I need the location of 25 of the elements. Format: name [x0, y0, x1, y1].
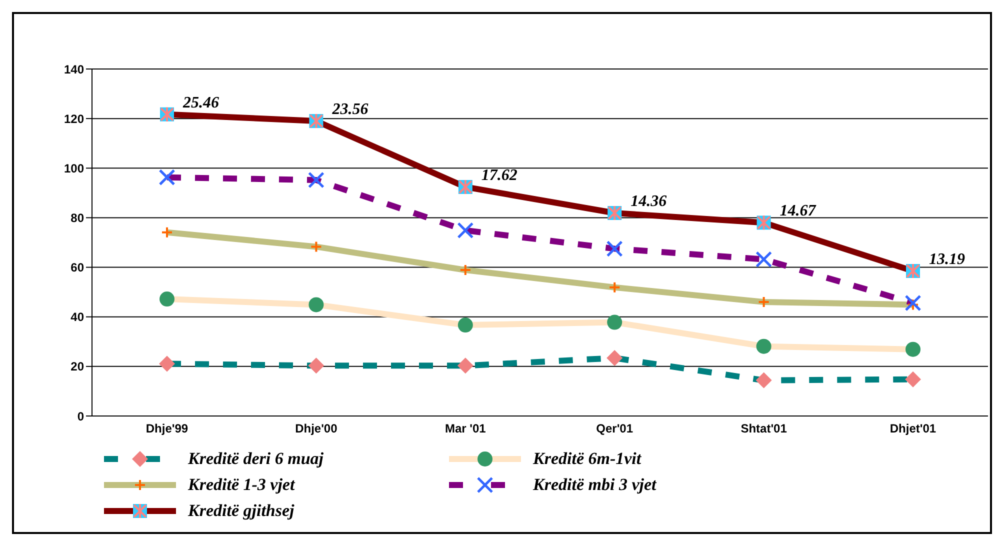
annotation: 14.36: [630, 193, 667, 210]
x-tick-label: Dhje'00: [295, 422, 338, 436]
y-tick-label: 120: [64, 112, 84, 126]
y-tick-label: 140: [64, 62, 84, 76]
legend-label: Kreditë 1-3 vjet: [188, 475, 295, 495]
y-tick-label: 0: [77, 409, 84, 424]
y-tick-label: 100: [64, 161, 84, 176]
x-tick-label: Qer'01: [596, 422, 634, 436]
legend-label: Kreditë gjithsej: [188, 501, 294, 521]
x-tick-label: Mar '01: [444, 422, 486, 436]
legend-label: Kreditë mbi 3 vjet: [533, 475, 656, 495]
y-tick-label: 80: [70, 210, 84, 225]
annotation: 14.67: [780, 202, 817, 220]
legend-label: Kreditë 6m-1vit: [533, 449, 642, 469]
annotation: 13.19: [929, 251, 965, 268]
x-tick-label: Dhje'99: [146, 422, 188, 436]
x-tick-label: Dhjet'01: [890, 422, 936, 436]
x-tick-label: Shtat'01: [740, 422, 788, 436]
annotation: 23.56: [331, 101, 368, 118]
legend-label: Kreditë deri 6 muaj: [188, 449, 324, 469]
annotation: 25.46: [182, 94, 219, 112]
annotation: 17.62: [481, 166, 518, 184]
y-tick-label: 60: [70, 260, 84, 275]
y-tick-label: 40: [70, 310, 84, 324]
y-tick-label: 20: [70, 360, 84, 374]
